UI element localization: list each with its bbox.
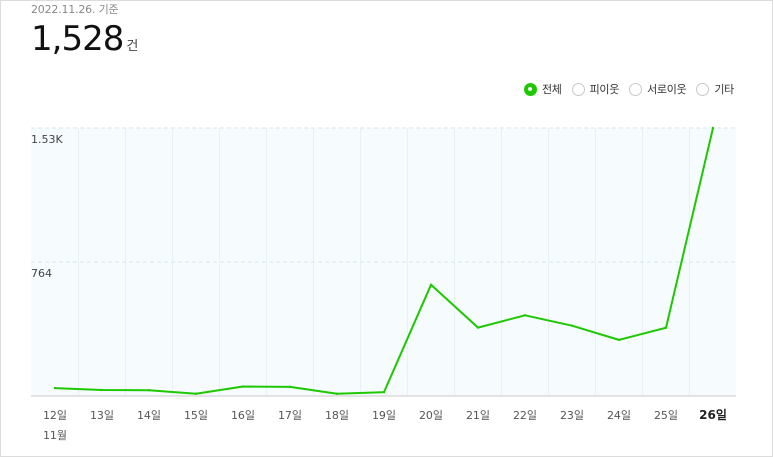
data-point [53, 386, 57, 390]
x-tick-label: 13일 [90, 408, 114, 422]
series-filter: 전체 피이웃 서로이웃 기타 [514, 81, 734, 97]
total-count-unit: 건 [126, 39, 139, 54]
data-point [476, 326, 480, 329]
x-tick-label: 22일 [513, 408, 537, 422]
x-tick-label: 24일 [607, 408, 631, 422]
filter-label: 서로이웃 [647, 83, 687, 96]
y-tick-label: 764 [31, 267, 52, 280]
radio-icon [629, 82, 643, 96]
x-tick-label: 26일 [699, 408, 727, 422]
filter-label: 피이웃 [589, 83, 620, 96]
data-point [335, 392, 339, 395]
data-point [664, 326, 668, 329]
x-tick-label: 21일 [466, 408, 490, 422]
x-tick-label: 20일 [419, 408, 443, 422]
total-count-value: 1,528 [31, 19, 124, 59]
data-point [100, 388, 104, 392]
x-tick-label: 19일 [372, 408, 396, 422]
x-tick-label: 23일 [560, 408, 584, 422]
filter-option-neighbor[interactable]: 피이웃 [571, 81, 620, 97]
x-tick-label: 16일 [231, 408, 255, 422]
filter-option-other[interactable]: 기타 [696, 81, 734, 97]
filter-label: 전체 [541, 83, 562, 96]
data-point [147, 389, 151, 392]
x-tick-label: 14일 [137, 408, 161, 422]
filter-option-mutual-neighbor[interactable]: 서로이웃 [629, 81, 687, 97]
data-point [288, 385, 292, 389]
y-tick-label: 1.53K [31, 133, 63, 146]
data-point [711, 126, 715, 130]
as-of-date: 2022.11.26. 기준 [31, 3, 119, 16]
radio-icon [523, 82, 537, 96]
data-point [429, 283, 433, 287]
month-label: 11월 [43, 429, 67, 442]
x-tick-label: 17일 [278, 408, 302, 422]
data-point [382, 390, 386, 394]
x-tick-label: 15일 [184, 408, 208, 422]
data-point [523, 314, 527, 317]
total-count: 1,528 건 [31, 19, 138, 59]
data-point [570, 324, 574, 327]
filter-label: 기타 [714, 83, 734, 96]
x-tick-label: 12일 [43, 408, 67, 422]
data-point [194, 392, 198, 395]
x-tick-label: 18일 [325, 408, 349, 422]
filter-option-all[interactable]: 전체 [523, 81, 562, 97]
x-tick-label: 25일 [654, 408, 678, 422]
data-point [241, 385, 245, 388]
data-point [617, 338, 621, 342]
radio-icon [696, 82, 710, 96]
radio-icon [571, 82, 585, 96]
